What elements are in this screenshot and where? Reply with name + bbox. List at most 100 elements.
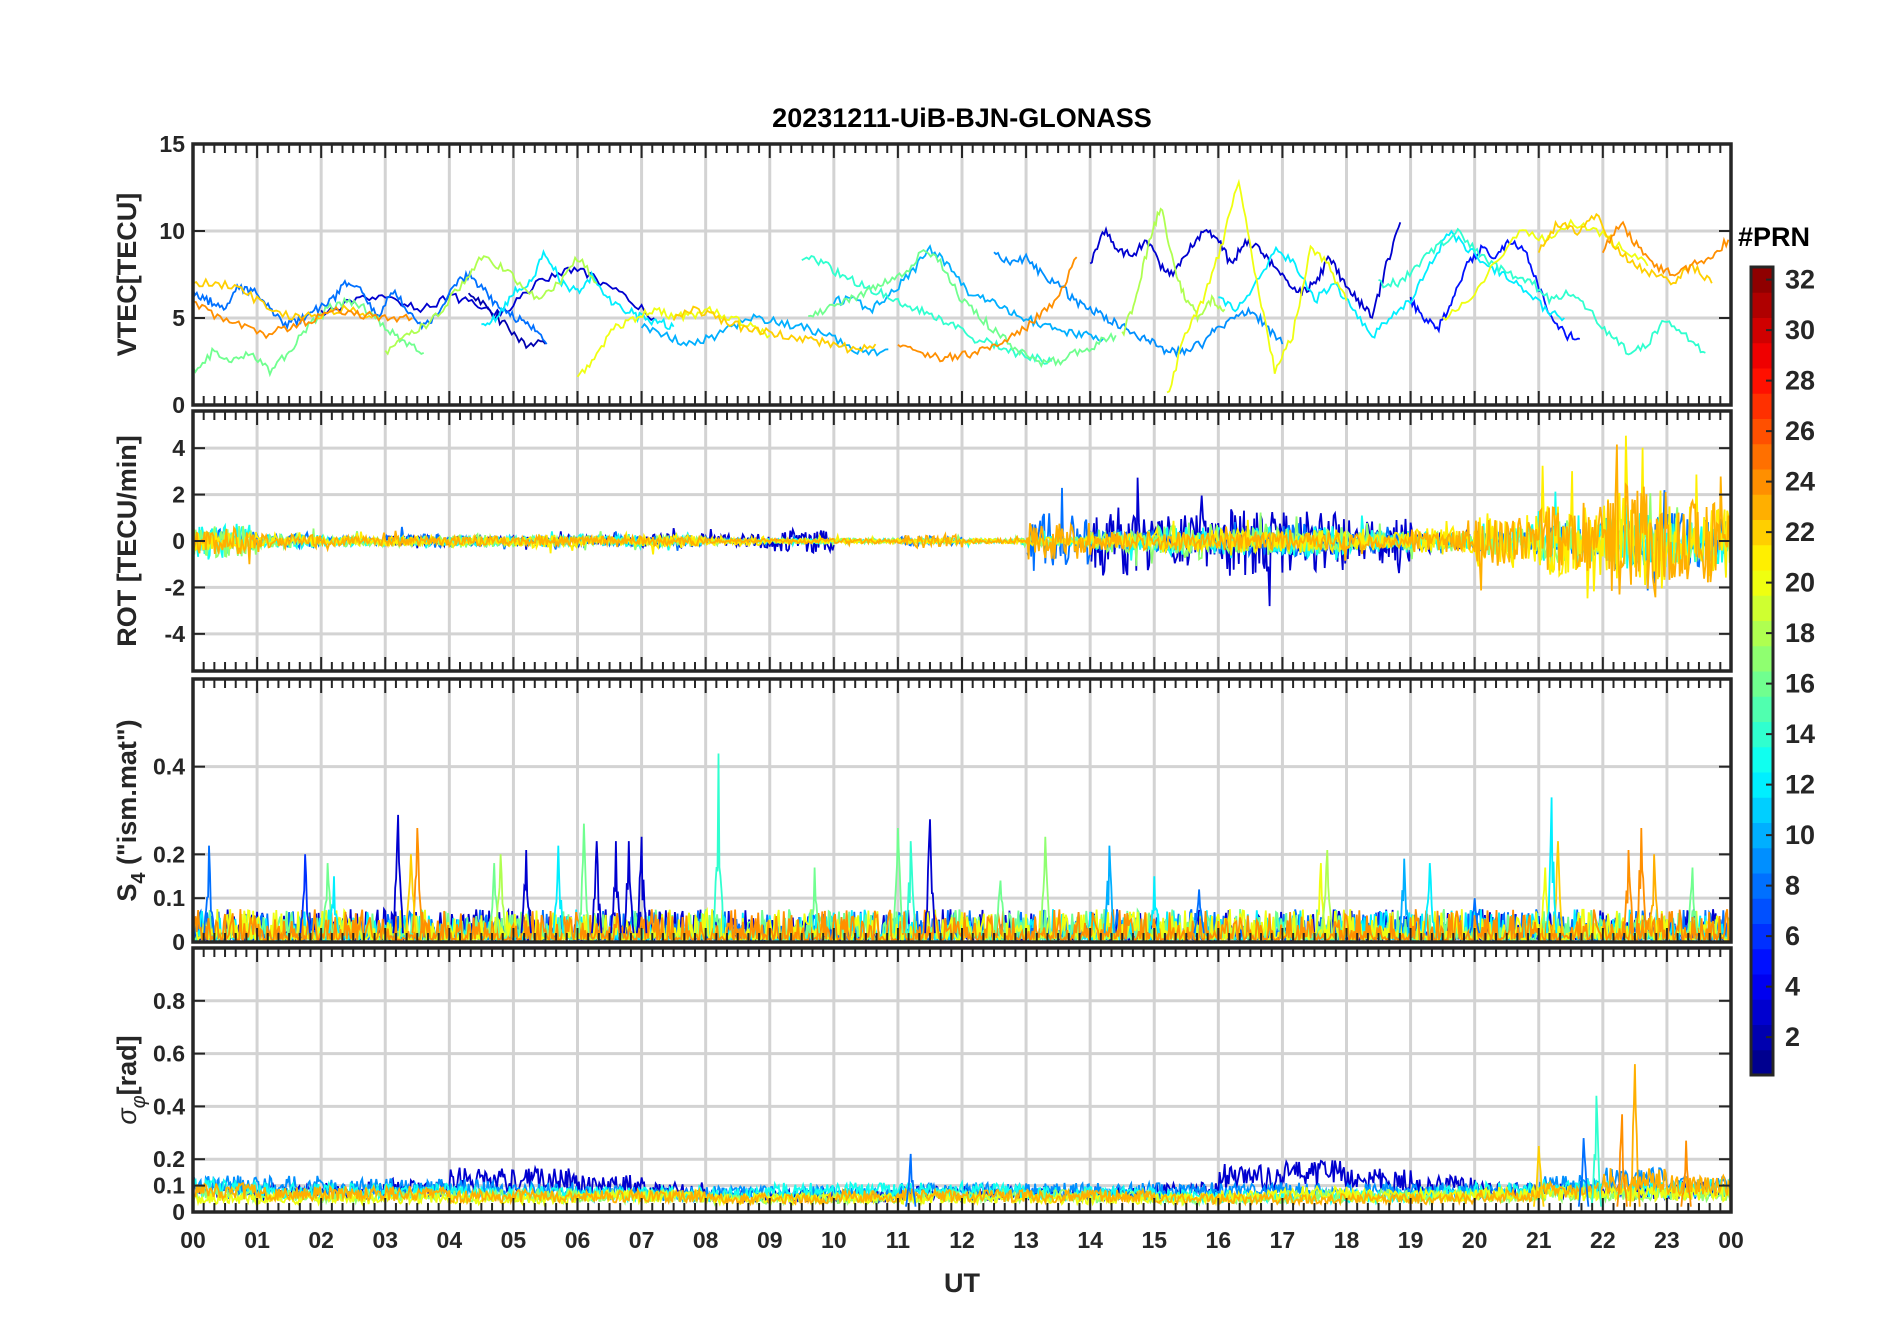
x-tick-label: 16	[1206, 1227, 1232, 1253]
y-tick-label: 0	[172, 929, 185, 955]
x-tick-label: 09	[757, 1227, 783, 1253]
spike-prn-10	[1103, 845, 1116, 934]
vtec-line-prn-24	[193, 300, 413, 340]
spike-prn-3	[520, 849, 532, 934]
vtec-line-prn-3	[1089, 222, 1402, 319]
spike-prn-18	[1321, 849, 1333, 934]
y-axis-label: VTEC[TECU]	[112, 193, 142, 357]
vtec-line-prn-20	[1166, 178, 1348, 394]
y-label-rest: [rad]	[112, 1035, 142, 1095]
spike-prn-10	[1398, 858, 1410, 934]
colorbar-tick-label: 12	[1785, 770, 1815, 800]
x-tick-label: 14	[1077, 1227, 1103, 1253]
spike-prn-23	[1629, 1064, 1641, 1207]
colorbar-band	[1751, 267, 1773, 293]
colorbar-tick-label: 14	[1785, 719, 1815, 749]
colorbar-tick-label: 26	[1785, 416, 1815, 446]
colorbar-tick-label: 20	[1785, 568, 1815, 598]
y-label-main: σ	[112, 1107, 142, 1125]
vtec-line-prn-24	[897, 256, 1078, 363]
colorbar-band	[1751, 469, 1773, 495]
colorbar-band	[1751, 822, 1773, 849]
spike-prn-12	[552, 845, 564, 934]
vtec-line-prn-22	[193, 277, 373, 322]
colorbar-band	[1751, 368, 1773, 394]
vtec-line-prn-22	[672, 305, 877, 354]
axes-box	[191, 142, 1733, 407]
y-tick-label: 0.6	[153, 1041, 185, 1067]
spike-prn-16	[994, 880, 1007, 934]
spike-prn-6	[299, 854, 311, 934]
colorbar-band	[1751, 443, 1773, 470]
y-tick-label: 0	[172, 528, 185, 554]
x-tick-label: 03	[372, 1227, 398, 1253]
spike-prn-24	[1680, 1140, 1692, 1207]
y-tick-label: 5	[172, 305, 185, 331]
colorbar-tick-label: 10	[1785, 820, 1815, 850]
vtec-line-prn-24	[1601, 220, 1730, 277]
colorbar-band	[1751, 1049, 1773, 1076]
y-axis-label: S4 ("ism.mat")	[112, 719, 150, 901]
colorbar-band	[1751, 292, 1773, 318]
colorbar-band	[1751, 393, 1773, 419]
panel-rot: -4 -2 0 2 4 ROT [TECU/min]	[112, 409, 1733, 673]
y-tick-label: -2	[165, 574, 185, 600]
spike-prn-16	[892, 827, 904, 934]
colorbar-tick-label: 6	[1785, 921, 1800, 951]
colorbar-band	[1751, 999, 1773, 1025]
vtec-line-prn-16	[193, 296, 425, 378]
y-tick-label: -4	[165, 621, 186, 647]
x-tick-label: 18	[1334, 1227, 1360, 1253]
y-tick-label: 0.2	[153, 841, 185, 867]
y-tick-label: 0.1	[153, 885, 185, 911]
spike-prn-17	[1039, 836, 1051, 934]
y-label-subscript: φ	[128, 1095, 150, 1108]
spike-prn-22	[405, 854, 417, 934]
colorbar-band	[1751, 797, 1773, 823]
spike-prn-16	[808, 867, 821, 934]
colorbar-band	[1751, 317, 1773, 344]
panel-sigma_phi: 00.10.20.40.60.8σφ[rad]	[112, 946, 1733, 1225]
vtec-line-prn-20	[576, 305, 771, 378]
x-tick-label: 11	[886, 1227, 911, 1253]
panel-s4: 0 0.1 0.2 0.4S4 ("ism.mat")	[112, 677, 1733, 955]
y-tick-label: 0	[172, 392, 185, 418]
rot-line-prn-23	[193, 444, 1731, 598]
x-tick-labels: 00 01 02 03 04 05 06 07 08 09 10 11 12 13 14 15 16 17 18 19…	[180, 1227, 1744, 1253]
x-tick-label: 13	[1013, 1227, 1039, 1253]
vtec-line-prn-22	[1537, 212, 1713, 286]
y-label-rest: ("ism.mat")	[112, 719, 142, 872]
colorbar-band	[1751, 570, 1773, 596]
spike-prn-20	[1315, 863, 1327, 934]
x-axis-label: UT	[944, 1268, 980, 1298]
colorbar-tick-label: 18	[1785, 618, 1815, 648]
y-tick-label: 0.4	[153, 754, 185, 780]
y-tick-label: 0	[172, 1199, 185, 1225]
spike-prn-14	[1590, 1095, 1603, 1207]
axes-box	[191, 409, 1733, 673]
spike-prn-8	[1193, 889, 1205, 934]
colorbar-tick-label: 2	[1785, 1022, 1800, 1052]
x-tick-label: 06	[565, 1227, 591, 1253]
vtec-line-prn-2	[467, 292, 547, 350]
axes-box	[191, 946, 1733, 1214]
vtec-line-prn-10	[640, 313, 889, 357]
y-tick-label: 0.4	[153, 1093, 185, 1119]
colorbar-frame	[1749, 265, 1775, 1077]
x-tick-label: 17	[1270, 1227, 1296, 1253]
colorbar-band	[1751, 772, 1773, 798]
y-axis-label: ROT [TECU/min]	[112, 435, 142, 646]
colorbar-band	[1751, 645, 1773, 672]
spike-prn-20	[1539, 867, 1551, 934]
vtec-line-prn-12	[481, 249, 675, 330]
vtec-line-prn-14	[1378, 227, 1706, 356]
x-tick-label: 23	[1654, 1227, 1680, 1253]
spike-prn-14	[712, 753, 725, 934]
y-label-subscript: 4	[128, 872, 150, 884]
colorbar-tick-label: 28	[1785, 366, 1815, 396]
spike-prn-3	[623, 841, 635, 934]
panel-vtec: 0 5 10 15 VTEC[TECU]	[112, 131, 1733, 418]
spike-prn-8	[1469, 898, 1481, 934]
